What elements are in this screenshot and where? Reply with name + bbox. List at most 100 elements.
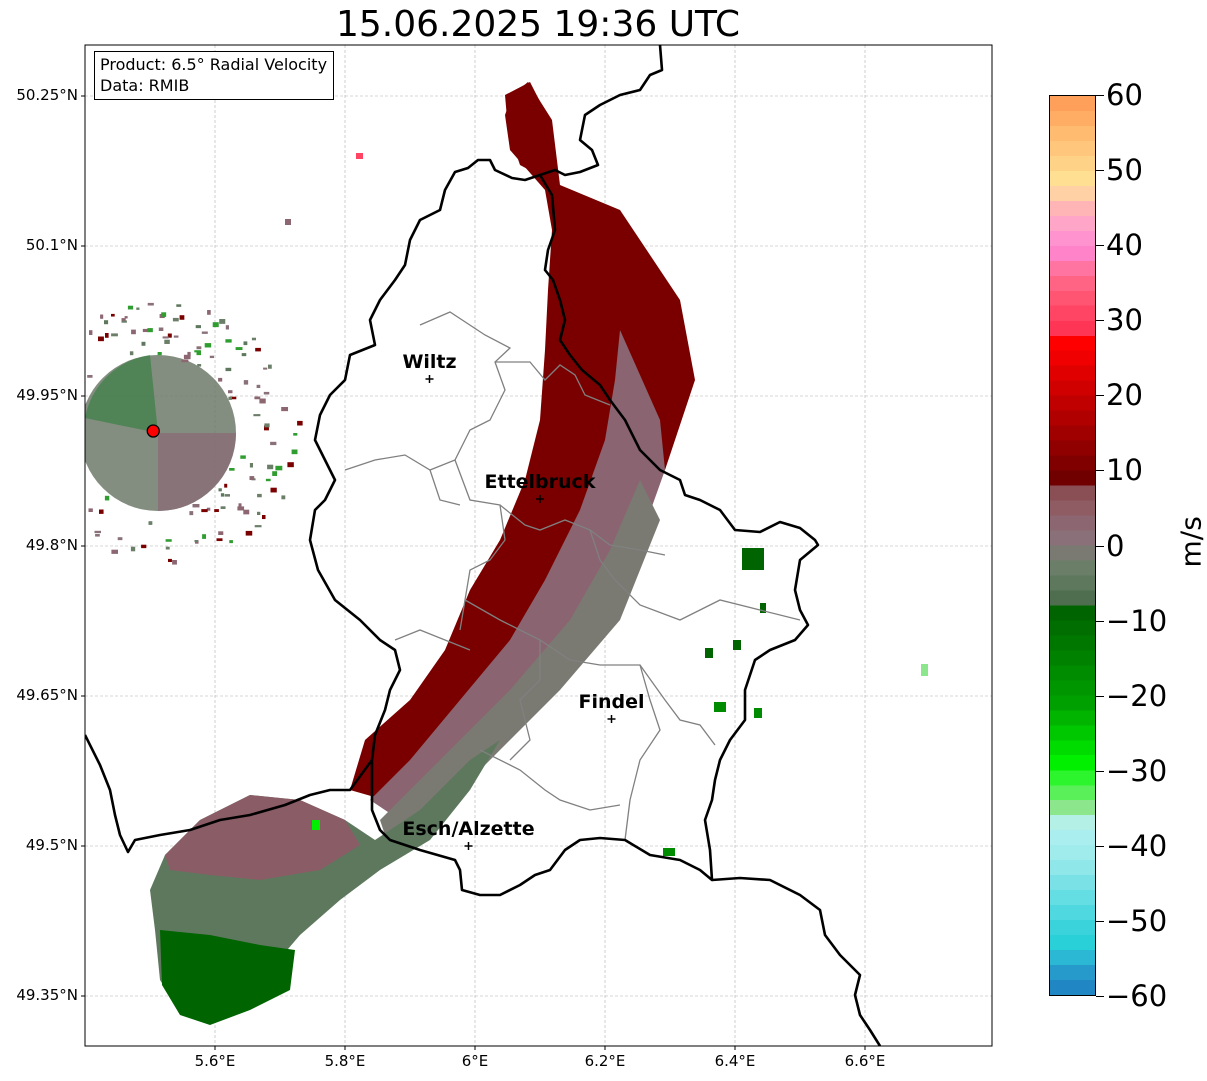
clutter-pixel [187,351,191,357]
colorbar-tick-label: −20 [1106,678,1168,713]
echo-spot [312,820,320,830]
colorbar-unit-label: m/s [1174,516,1207,568]
clutter-pixel [142,328,149,333]
clutter-pixel [99,509,104,514]
clutter-pixel [235,347,243,351]
clutter-pixel [121,320,127,323]
clutter-pixel [219,319,226,324]
clutter-pixel [253,414,261,417]
lat-tick-label: 49.65°N [16,686,78,704]
clutter-pixel [172,317,179,322]
clutter-pixel [224,483,228,488]
colorbar-tick-label: 10 [1106,453,1143,488]
colorbar-tick-label: −30 [1106,753,1168,788]
clutter-pixel [104,320,109,325]
axis-ticks [81,95,866,1050]
clutter-pixel [256,384,261,389]
colorbar [1049,95,1096,996]
clutter-pixel [204,343,212,348]
colorbar-tick-label: 60 [1106,78,1143,112]
clutter-pixel [243,341,248,346]
clutter-pixel [240,455,246,459]
clutter-pixel [228,396,232,400]
clutter-pixel [192,504,200,508]
chart-title: 15.06.2025 19:36 UTC [335,4,741,45]
colorbar-tick [1096,320,1104,322]
clutter-pixel [255,347,261,352]
clutter-pixel [98,336,104,342]
clutter-pixel [238,503,242,509]
clutter-pixel [281,407,289,412]
clutter-pixel [196,346,202,350]
clutter-pixel [162,336,169,339]
clutter-pixel [218,531,224,535]
colorbar-tick-label: 0 [1106,528,1125,563]
colorbar-tick [1096,920,1104,922]
clutter-pixel [275,465,283,471]
clutter-pixel [161,312,167,317]
echo-spot [356,153,363,159]
echo-spot [760,603,766,613]
clutter-pixel [259,398,266,404]
lat-tick-label: 49.95°N [16,386,78,404]
echo-spot [742,548,764,570]
clutter-pixel [218,377,223,382]
clutter-pixel [173,335,179,338]
data-source-label: Data: RMIB [100,76,190,95]
city-label: Ettelbruck [484,471,596,493]
squall-line-outbound [350,82,695,800]
clutter-pixel [264,423,270,428]
clutter-pixel [257,493,262,498]
radar-site-marker[interactable] [146,424,160,438]
lat-tick-label: 49.35°N [16,986,78,1004]
canton-boundaries [344,311,801,841]
city-marker [425,375,434,383]
lon-tick-label: 5.6°E [194,1052,236,1070]
clutter-pixel [245,530,253,536]
clutter-pixel [264,425,269,431]
lat-tick-label: 49.8°N [25,536,78,554]
squall-line-neutral [380,480,660,850]
clutter-pixel [111,333,118,337]
clutter-pixel [291,449,298,455]
clutter-pixel [272,471,278,476]
clutter-pixel [249,476,255,481]
north-cell [505,82,552,180]
clutter-pixel [206,507,211,511]
clutter-pixel [270,487,277,493]
colorbar-tick-label: −10 [1106,603,1168,638]
lon-tick-label: 6°E [461,1052,489,1070]
clutter-pixel [189,511,194,516]
city-marker [536,495,544,503]
clutter-pixel [225,367,232,372]
colorbar-tick-label: 40 [1106,228,1143,263]
lon-tick-label: 5.8°E [324,1052,366,1070]
colorbar-tick [1096,395,1104,397]
lon-tick-label: 6.2°E [584,1052,626,1070]
clutter-pixel [165,546,170,550]
echo-spot [663,848,675,856]
colorbar-tick-label: −40 [1106,828,1168,863]
velocity-echoes [85,82,928,1025]
clutter-pixel [130,546,136,552]
echo-spot [285,219,291,225]
clutter-pixel [228,390,233,394]
clutter-pixel [212,322,219,328]
colorbar-tick [1096,770,1104,772]
clutter-pixel [225,325,229,330]
colorbar-tick [1096,470,1104,472]
clutter-pixel [251,337,257,341]
echo-spot [714,702,726,712]
colorbar-tick [1096,845,1104,847]
clutter-pixel [254,396,261,400]
clutter-pixel [148,521,153,525]
southwest-cell-receding [165,795,360,880]
clutter-pixel [172,560,177,565]
clutter-pixel [121,318,126,321]
clutter-pixel [117,537,123,541]
clutter-pixel [196,351,201,356]
clutter-pixel [270,441,277,446]
clutter-pixel [179,315,185,320]
city-markers [425,375,616,850]
